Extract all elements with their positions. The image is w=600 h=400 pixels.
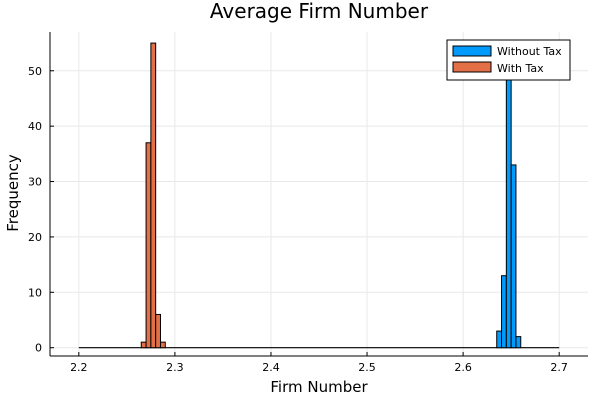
bar-without-tax [515, 336, 522, 349]
legend-swatch-without-tax [452, 45, 492, 57]
y-tick-label: 10 [28, 286, 42, 299]
y-tick-label: 0 [35, 342, 42, 355]
bar-without-tax [510, 164, 517, 349]
bar-with-tax [145, 142, 152, 349]
axes [49, 32, 588, 357]
legend-label-with-tax: With Tax [497, 62, 544, 75]
y-tick-label: 30 [28, 176, 42, 189]
legend-label-without-tax: Without Tax [497, 45, 562, 58]
y-axis-title: Frequency [4, 154, 22, 232]
x-tick-label: 2.5 [358, 361, 376, 374]
y-tick-label: 40 [28, 120, 42, 133]
bar-without-tax [496, 330, 503, 349]
x-tick-label: 2.3 [166, 361, 184, 374]
x-tick-label: 2.6 [454, 361, 472, 374]
chart-title: Average Firm Number [210, 0, 429, 23]
bars [140, 42, 522, 349]
legend-swatch-with-tax [452, 61, 492, 73]
bar-with-tax [159, 341, 166, 349]
x-tick-label: 2.2 [70, 361, 88, 374]
tick-labels: 2.2 2.3 2.4 2.5 2.6 2.7 0 10 20 30 40 50 [28, 65, 568, 374]
x-axis-title: Firm Number [270, 378, 368, 396]
bar-without-tax [505, 75, 512, 349]
bar-with-tax [140, 341, 147, 349]
y-tick-label: 20 [28, 231, 42, 244]
x-tick-label: 2.7 [550, 361, 568, 374]
bar-with-tax [155, 313, 161, 349]
bar-without-tax [501, 275, 507, 349]
y-tick-label: 50 [28, 65, 42, 78]
x-tick-label: 2.4 [262, 361, 280, 374]
legend: Without Tax With Tax [446, 39, 571, 81]
bar-with-tax [150, 42, 157, 349]
